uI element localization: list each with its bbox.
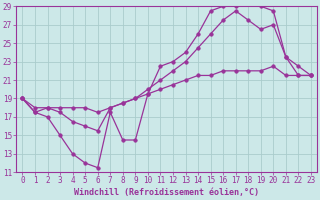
X-axis label: Windchill (Refroidissement éolien,°C): Windchill (Refroidissement éolien,°C)	[74, 188, 259, 197]
